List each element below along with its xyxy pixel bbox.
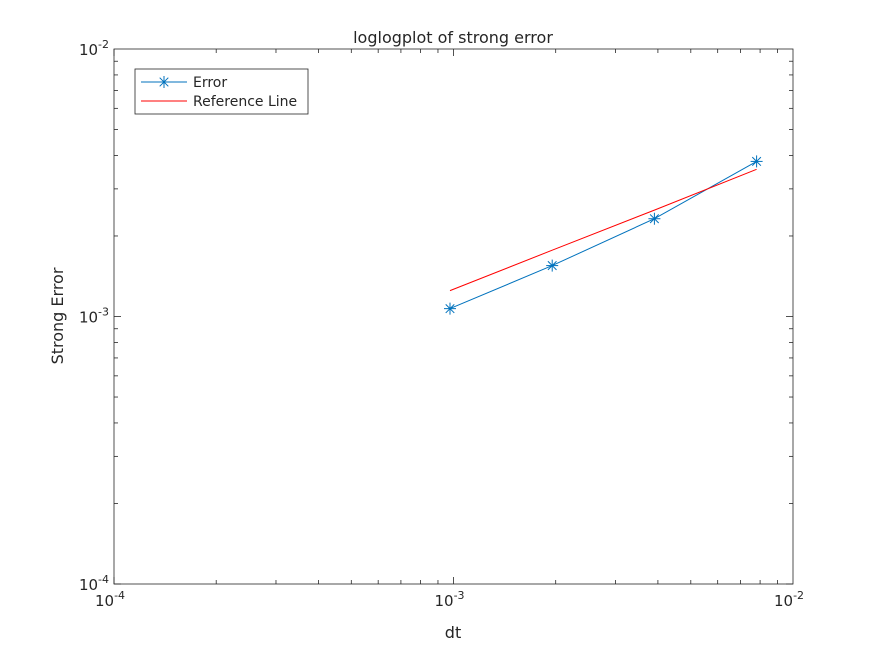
data-point-0-0 — [444, 302, 457, 315]
y-axis-label: Strong Error — [48, 267, 67, 364]
x-tick-label: 10-3 — [434, 589, 464, 610]
data-point-0-3 — [750, 155, 763, 168]
x-tick-label: 10-4 — [95, 589, 125, 610]
series-line-1 — [449, 168, 757, 292]
legend-asterisk — [158, 76, 170, 88]
legend-label-error: Error — [193, 75, 227, 91]
axes-box — [113, 48, 794, 585]
data-point-0-1 — [546, 259, 559, 272]
legend-label-reference-line: Reference Line — [193, 94, 297, 110]
data-series — [444, 155, 763, 315]
chart-title: loglogplot of strong error — [353, 28, 553, 47]
x-axis-label: dt — [445, 623, 461, 642]
y-tick-label: 10-3 — [79, 306, 109, 327]
y-tick-label: 10-4 — [79, 573, 109, 594]
y-tick-label: 10-2 — [79, 38, 109, 59]
x-tick-label: 10-2 — [774, 589, 804, 610]
tick-labels: 10-4 10-3 10-2 10-4 10-3 10-2 — [79, 38, 804, 610]
tick-marks — [113, 49, 793, 585]
legend-marker-error — [158, 76, 170, 88]
data-point-0-2 — [648, 212, 661, 225]
legend: Error Reference Line — [134, 68, 309, 115]
